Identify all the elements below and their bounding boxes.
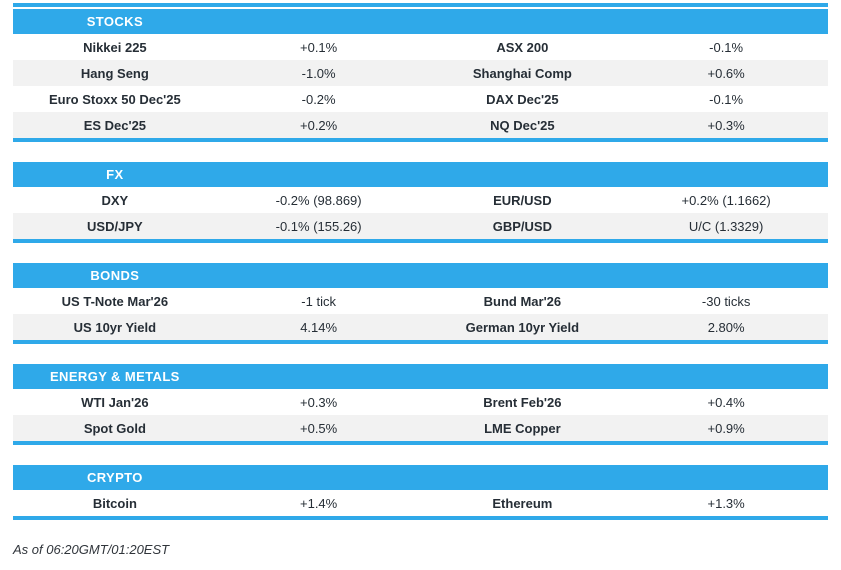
instrument-change: +1.4%	[300, 495, 338, 511]
section-stocks: STOCKS Nikkei 225 +0.1% ASX 200 -0.1% Hang Se…	[13, 9, 828, 142]
instrument-name: US 10yr Yield	[73, 319, 157, 335]
sections-container: STOCKS Nikkei 225 +0.1% ASX 200 -0.1% Hang Se…	[13, 9, 828, 520]
instrument-name: DAX Dec'25	[486, 91, 559, 107]
table-row: DXY -0.2% (98.869) EUR/USD +0.2% (1.1662)	[13, 187, 828, 213]
section-header-energy-metals: ENERGY & METALS	[13, 364, 828, 389]
instrument-change: -30 ticks	[701, 293, 751, 309]
instrument-name: NQ Dec'25	[490, 117, 555, 133]
section-bottom-rule	[13, 516, 828, 520]
instrument-change: -0.1%	[709, 39, 744, 55]
instrument-change: +0.1%	[300, 39, 338, 55]
instrument-name: Ethereum	[492, 495, 553, 511]
instrument-name: ES Dec'25	[83, 117, 147, 133]
section-bottom-rule	[13, 441, 828, 445]
market-wrap-table: STOCKS Nikkei 225 +0.1% ASX 200 -0.1% Hang Se…	[13, 3, 828, 557]
instrument-change: -0.2% (98.869)	[275, 192, 362, 208]
instrument-change: +0.3%	[707, 117, 745, 133]
instrument-name: USD/JPY	[87, 218, 143, 234]
instrument-name: Spot Gold	[83, 420, 146, 436]
instrument-change: -0.2%	[301, 91, 336, 107]
instrument-name: WTI Jan'26	[81, 394, 149, 410]
instrument-change: -1 tick	[301, 293, 336, 309]
section-title: CRYPTO	[86, 470, 143, 485]
section-energy-metals: ENERGY & METALS WTI Jan'26 +0.3% Brent Feb'…	[13, 364, 828, 445]
section-title: BONDS	[90, 268, 140, 283]
as-of-timestamp: As of 06:20GMT/01:20EST	[13, 542, 170, 557]
section-bonds: BONDS US T-Note Mar'26 -1 tick Bund Mar'26 -…	[13, 263, 828, 344]
section-bottom-rule	[13, 239, 828, 243]
table-row: ES Dec'25 +0.2% NQ Dec'25 +0.3%	[13, 112, 828, 138]
section-header-crypto: CRYPTO	[13, 465, 828, 490]
instrument-name: Nikkei 225	[83, 39, 147, 55]
table-row: Hang Seng -1.0% Shanghai Comp +0.6%	[13, 60, 828, 86]
instrument-name: EUR/USD	[493, 192, 552, 208]
section-title: ENERGY & METALS	[49, 369, 180, 384]
top-divider-rule	[13, 3, 828, 7]
instrument-change: +0.4%	[707, 394, 745, 410]
table-row: US 10yr Yield 4.14% German 10yr Yield 2.80%	[13, 314, 828, 340]
instrument-change: U/C (1.3329)	[688, 218, 764, 234]
section-crypto: CRYPTO Bitcoin +1.4% Ethereum +1.3%	[13, 465, 828, 520]
instrument-name: Bitcoin	[92, 495, 137, 511]
instrument-change: +0.3%	[300, 394, 338, 410]
table-row: Euro Stoxx 50 Dec'25 -0.2% DAX Dec'25 -0.1%	[13, 86, 828, 112]
table-row: US T-Note Mar'26 -1 tick Bund Mar'26 -30 ti…	[13, 288, 828, 314]
instrument-name: Shanghai Comp	[472, 65, 572, 81]
instrument-name: ASX 200	[496, 39, 549, 55]
section-title: STOCKS	[86, 14, 144, 29]
instrument-change: 4.14%	[300, 319, 338, 335]
table-row: Nikkei 225 +0.1% ASX 200 -0.1%	[13, 34, 828, 60]
table-row: USD/JPY -0.1% (155.26) GBP/USD U/C (1.3329)	[13, 213, 828, 239]
instrument-change: -1.0%	[301, 65, 336, 81]
instrument-name: German 10yr Yield	[465, 319, 580, 335]
section-header-stocks: STOCKS	[13, 9, 828, 34]
instrument-change: 2.80%	[707, 319, 745, 335]
section-header-fx: FX	[13, 162, 828, 187]
instrument-name: US T-Note Mar'26	[61, 293, 169, 309]
instrument-change: -0.1% (155.26)	[275, 218, 362, 234]
section-header-bonds: BONDS	[13, 263, 828, 288]
instrument-change: +0.6%	[707, 65, 745, 81]
section-bottom-rule	[13, 340, 828, 344]
table-row: Bitcoin +1.4% Ethereum +1.3%	[13, 490, 828, 516]
instrument-name: Brent Feb'26	[483, 394, 562, 410]
instrument-change: +0.2% (1.1662)	[681, 192, 771, 208]
instrument-change: +0.5%	[300, 420, 338, 436]
instrument-change: -0.1%	[709, 91, 744, 107]
instrument-change: +0.9%	[707, 420, 745, 436]
section-fx: FX DXY -0.2% (98.869) EUR/USD +0.2% (1.1662)…	[13, 162, 828, 243]
instrument-change: +0.2%	[300, 117, 338, 133]
instrument-name: Euro Stoxx 50 Dec'25	[49, 91, 181, 107]
instrument-name: DXY	[101, 192, 129, 208]
table-row: WTI Jan'26 +0.3% Brent Feb'26 +0.4%	[13, 389, 828, 415]
instrument-name: GBP/USD	[492, 218, 552, 234]
instrument-name: Bund Mar'26	[483, 293, 562, 309]
section-bottom-rule	[13, 138, 828, 142]
instrument-name: LME Copper	[484, 420, 561, 436]
table-row: Spot Gold +0.5% LME Copper +0.9%	[13, 415, 828, 441]
section-title: FX	[106, 167, 124, 182]
instrument-name: Hang Seng	[80, 65, 149, 81]
instrument-change: +1.3%	[707, 495, 745, 511]
